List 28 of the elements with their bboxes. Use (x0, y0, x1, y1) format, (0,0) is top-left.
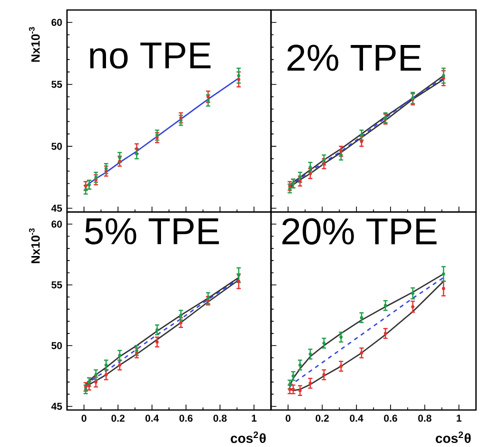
x-tick-label: 0.8 (418, 414, 432, 422)
x-tick-label: 1 (252, 414, 257, 422)
y-tick-label: 55 (51, 80, 62, 88)
chart-title: 20% TPE (282, 218, 437, 245)
text: no TPE (90, 42, 211, 69)
y-tick-label: 60 (52, 18, 62, 26)
y-tick-label: 50 (51, 142, 62, 150)
x-tick-label: 0.2 (111, 414, 125, 422)
text: 2% TPE (288, 44, 421, 71)
y-tick-label: 55 (51, 281, 62, 288)
y-axis-title: Nx10$^{-3}$ (28, 27, 40, 62)
y-tick-label: 60 (52, 220, 62, 228)
x-tick-label: 0.4 (145, 414, 159, 422)
chart-title: 5% TPE (85, 218, 219, 244)
x-tick-label: 0.6 (179, 414, 193, 422)
x-tick-label: 0 (82, 414, 86, 422)
x-tick-label: 0.8 (213, 414, 227, 422)
x-tick-label: 0.6 (384, 414, 398, 422)
y-tick-label: 50 (51, 342, 62, 350)
x-tick-label: 0.2 (316, 414, 329, 422)
y-axis-title: Nx10$^{-3}$ (28, 228, 40, 264)
x-tick-label: 0.4 (350, 414, 364, 422)
x-axis-title: cos$^{2}$θ (230, 432, 266, 444)
x-axis-title: cos$^{2}$θ (436, 432, 471, 444)
x-tick-label: 0 (286, 414, 290, 422)
y-tick-label: 45 (51, 204, 62, 212)
x-tick-label: 1 (456, 414, 462, 422)
y-tick-label: 45 (51, 402, 62, 410)
